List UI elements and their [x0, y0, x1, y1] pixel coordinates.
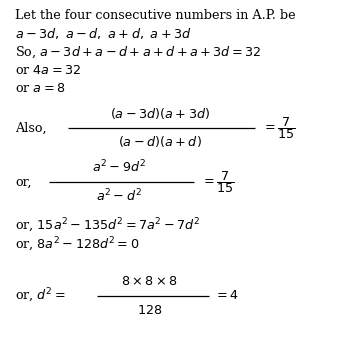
Text: or $a=8$: or $a=8$ — [15, 82, 66, 95]
Text: So, $a-3d+a-d+a+d+a+3d=32$: So, $a-3d+a-d+a+d+a+3d=32$ — [15, 44, 262, 59]
Text: $=\dfrac{7}{15}$: $=\dfrac{7}{15}$ — [262, 115, 296, 141]
Text: or, $d^2=$: or, $d^2=$ — [15, 287, 66, 305]
Text: $a^2-d^2$: $a^2-d^2$ — [96, 188, 142, 204]
Text: or $4a=32$: or $4a=32$ — [15, 64, 82, 77]
Text: $a-3d,\ a-d,\ a+d,\ a+3d$: $a-3d,\ a-d,\ a+d,\ a+3d$ — [15, 26, 192, 41]
Text: or, $15a^2-135d^2=7a^2-7d^2$: or, $15a^2-135d^2=7a^2-7d^2$ — [15, 217, 201, 235]
Text: or, $8a^2-128d^2=0$: or, $8a^2-128d^2=0$ — [15, 236, 140, 254]
Text: $8\times8\times8$: $8\times8\times8$ — [121, 275, 178, 288]
Text: Also,: Also, — [15, 121, 47, 134]
Text: $=4$: $=4$ — [214, 289, 239, 302]
Text: Let the four consecutive numbers in A.P. be: Let the four consecutive numbers in A.P.… — [15, 9, 296, 22]
Text: $a^2-9d^2$: $a^2-9d^2$ — [92, 159, 146, 176]
Text: $(a-3d)(a+3d)$: $(a-3d)(a+3d)$ — [110, 106, 210, 121]
Text: or,: or, — [15, 175, 32, 188]
Text: $128$: $128$ — [137, 304, 162, 317]
Text: $(a-d)(a+d)$: $(a-d)(a+d)$ — [118, 134, 202, 149]
Text: $=\dfrac{7}{15}$: $=\dfrac{7}{15}$ — [201, 169, 235, 195]
